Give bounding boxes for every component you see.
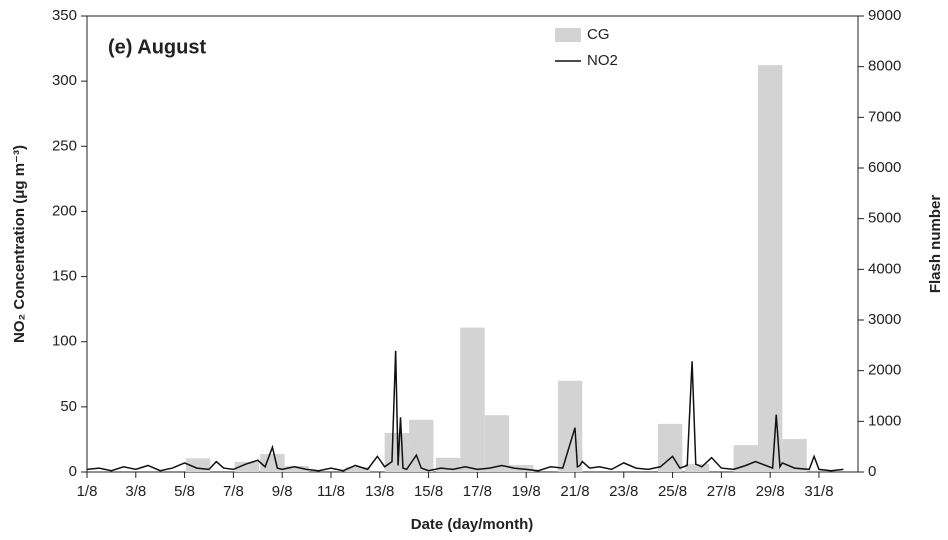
bar [284, 465, 310, 472]
bar [657, 423, 683, 472]
bar [345, 466, 371, 472]
y2-axis-title: Flash number [927, 195, 944, 294]
y-tick-label: 50 [60, 398, 77, 415]
legend-label: CG [587, 26, 610, 43]
legend-swatch [555, 28, 581, 42]
y2-tick-label: 2000 [868, 362, 901, 379]
y2-tick-label: 9000 [868, 7, 901, 24]
x-tick-label: 27/8 [707, 483, 736, 500]
bar [484, 415, 510, 472]
x-tick-label: 1/8 [77, 483, 98, 500]
bar [757, 65, 783, 472]
y2-tick-label: 7000 [868, 108, 901, 125]
x-tick-label: 3/8 [125, 483, 146, 500]
y2-tick-label: 8000 [868, 58, 901, 75]
x-tick-label: 31/8 [804, 483, 833, 500]
line [86, 350, 844, 472]
x-tick-label: 13/8 [365, 483, 394, 500]
bar [782, 439, 807, 472]
x-axis-title: Date (day/month) [411, 516, 534, 533]
y2-tick-label: 3000 [868, 311, 901, 328]
x-tick-label: 9/8 [272, 483, 293, 500]
bar [460, 327, 485, 472]
bar [234, 461, 260, 472]
legend-label: NO2 [587, 52, 618, 69]
bar [260, 454, 285, 472]
y2-tick-label: 1000 [868, 412, 901, 429]
y-tick-label: 200 [52, 202, 77, 219]
x-tick-label: 23/8 [609, 483, 638, 500]
x-tick-label: 15/8 [414, 483, 443, 500]
x-tick-label: 5/8 [174, 483, 195, 500]
x-tick-label: 29/8 [756, 483, 785, 500]
bar [557, 380, 583, 472]
y-axis-title: NO₂ Concentration (μg m⁻³) [11, 145, 28, 343]
x-tick-label: 17/8 [463, 483, 492, 500]
bar [435, 457, 461, 472]
x-tick-label: 19/8 [512, 483, 541, 500]
y2-tick-label: 4000 [868, 260, 901, 277]
y-tick-label: 300 [52, 72, 77, 89]
x-tick-label: 25/8 [658, 483, 687, 500]
bar [409, 419, 434, 472]
y2-tick-label: 5000 [868, 210, 901, 227]
y2-tick-label: 0 [868, 463, 876, 480]
chart-title: (e) August [108, 36, 206, 58]
y-tick-label: 100 [52, 333, 77, 350]
y2-tick-label: 6000 [868, 159, 901, 176]
x-tick-label: 11/8 [317, 483, 345, 500]
y-tick-label: 250 [52, 137, 77, 154]
x-tick-label: 7/8 [223, 483, 244, 500]
bar [684, 463, 710, 472]
y-tick-label: 150 [52, 268, 77, 285]
y-tick-label: 0 [69, 463, 77, 480]
y-tick-label: 350 [52, 7, 77, 24]
x-tick-label: 21/8 [560, 483, 589, 500]
